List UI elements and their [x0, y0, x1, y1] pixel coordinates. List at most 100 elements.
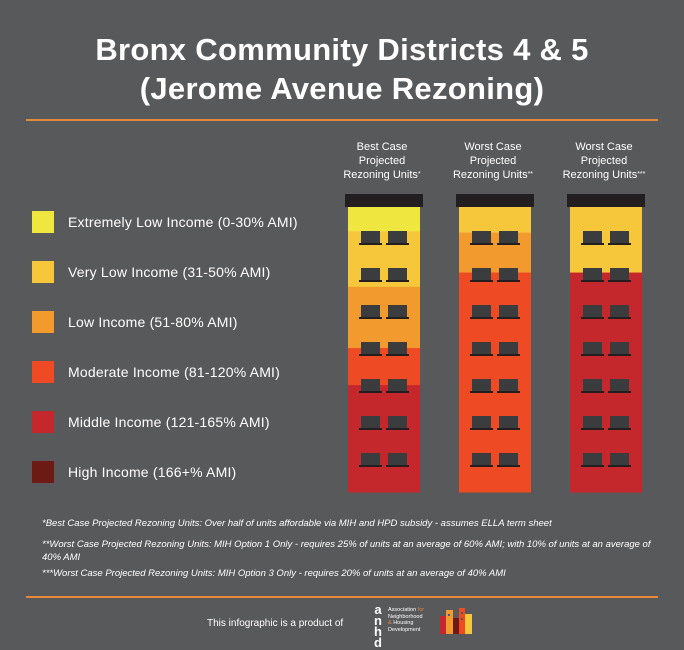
window-sill	[497, 354, 520, 356]
legend-swatch	[32, 461, 54, 483]
legend-label: Low Income (51-80% AMI)	[68, 314, 238, 330]
col-head-line: Projected	[469, 155, 517, 167]
legend-item: Very Low Income (31-50% AMI)	[32, 260, 332, 284]
window-sill	[608, 243, 631, 245]
building-window	[499, 342, 518, 354]
logo-word: Housing	[393, 620, 414, 626]
stack-segment	[570, 272, 642, 493]
window-sill	[470, 243, 493, 245]
building-window	[388, 305, 407, 317]
logo-word: for	[417, 607, 425, 613]
building-window	[388, 231, 407, 243]
window-sill	[470, 317, 493, 319]
window-sill	[359, 354, 382, 356]
anhd-logo-letters: a n h d	[367, 603, 389, 649]
window-sill	[497, 280, 520, 282]
footer: This infographic is a product of a n h d…	[0, 603, 684, 649]
title-line-1: Bronx Community Districts 4 & 5	[95, 32, 589, 67]
building-window	[499, 416, 518, 428]
window-sill	[581, 243, 604, 245]
window-sill	[497, 243, 520, 245]
building-roof	[456, 194, 534, 207]
building-window	[583, 379, 602, 391]
building-window	[583, 342, 602, 354]
column-heading-worst-case-1: Worst Case Projected Rezoning Units**	[438, 140, 548, 182]
building-window	[472, 416, 491, 428]
legend-label: Moderate Income (81-120% AMI)	[68, 364, 281, 380]
window-sill	[608, 428, 631, 430]
top-divider	[26, 119, 658, 121]
col-head-line: Projected	[358, 155, 406, 167]
stack-segment	[459, 207, 531, 234]
window-sill	[581, 428, 604, 430]
stack-segment	[459, 232, 531, 274]
footer-credit: This infographic is a product of	[207, 618, 344, 629]
legend-label: Extremely Low Income (0-30% AMI)	[68, 214, 298, 230]
footnote-3: ***Worst Case Projected Rezoning Units: …	[42, 568, 506, 579]
building-window	[361, 453, 380, 465]
building-window	[361, 416, 380, 428]
building-window	[610, 305, 629, 317]
legend-item: Middle Income (121-165% AMI)	[32, 410, 332, 434]
logo-word: &	[388, 620, 392, 626]
legend-item: Moderate Income (81-120% AMI)	[32, 360, 332, 384]
column-heading-worst-case-3: Worst Case Projected Rezoning Units***	[549, 140, 659, 182]
building-window	[472, 453, 491, 465]
footnote-1: *Best Case Projected Rezoning Units: Ove…	[42, 518, 552, 529]
window-sill	[359, 465, 382, 467]
building-window	[583, 416, 602, 428]
stack-segment	[459, 272, 531, 493]
window-sill	[581, 465, 604, 467]
legend-swatch	[32, 361, 54, 383]
building-window	[610, 453, 629, 465]
building-roof	[567, 194, 645, 207]
building-window	[499, 453, 518, 465]
building-roof	[345, 194, 423, 207]
window-sill	[470, 280, 493, 282]
title-line-2: (Jerome Avenue Rezoning)	[139, 71, 545, 106]
building-window	[361, 342, 380, 354]
building-window	[499, 268, 518, 280]
logo-word: Development	[388, 626, 421, 633]
window-sill	[386, 243, 409, 245]
window-sill	[359, 317, 382, 319]
building-window	[499, 305, 518, 317]
window-sill	[359, 280, 382, 282]
legend-label: Very Low Income (31-50% AMI)	[68, 264, 271, 280]
window-sill	[581, 280, 604, 282]
logo-word: Association	[388, 607, 417, 613]
window-sill	[386, 280, 409, 282]
legend-item: Extremely Low Income (0-30% AMI)	[32, 210, 332, 234]
bottom-divider	[26, 596, 658, 598]
building-window	[583, 268, 602, 280]
window-sill	[581, 391, 604, 393]
col-head-line: Rezoning Units***	[562, 169, 646, 181]
window-sill	[470, 428, 493, 430]
window-sill	[386, 465, 409, 467]
building-window	[610, 379, 629, 391]
window-sill	[470, 391, 493, 393]
window-sill	[497, 465, 520, 467]
stack-segment	[570, 207, 642, 274]
stack-segment	[348, 286, 420, 349]
window-sill	[386, 354, 409, 356]
window-sill	[608, 354, 631, 356]
window-sill	[497, 391, 520, 393]
col-head-line: Rezoning Units*	[343, 169, 421, 181]
building-window	[361, 379, 380, 391]
col-head-line: Worst Case	[464, 141, 522, 153]
building-window	[583, 305, 602, 317]
window-sill	[386, 317, 409, 319]
building-window	[388, 268, 407, 280]
window-sill	[470, 465, 493, 467]
window-sill	[608, 465, 631, 467]
building-window	[388, 416, 407, 428]
logo-letter: h	[374, 624, 382, 639]
stack-segment	[348, 207, 420, 232]
legend-label: Middle Income (121-165% AMI)	[68, 414, 270, 430]
col-head-line: Worst Case	[575, 141, 633, 153]
anhd-logo-name: Association for Neighborhood & Housing D…	[388, 607, 444, 633]
building-window	[610, 268, 629, 280]
column-heading-best-case: Best Case Projected Rezoning Units*	[327, 140, 437, 182]
